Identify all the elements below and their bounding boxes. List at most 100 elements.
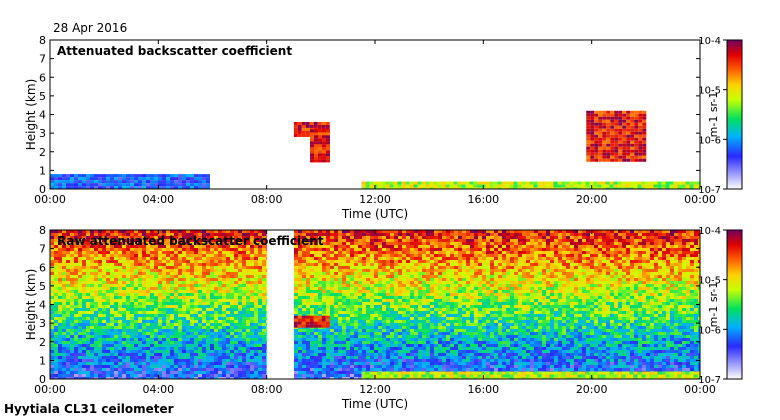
heatmap-cell bbox=[310, 230, 314, 233]
heatmap-cell bbox=[102, 284, 106, 287]
heatmap-cell bbox=[162, 371, 166, 374]
heatmap-cell bbox=[110, 308, 114, 311]
heatmap-cell bbox=[334, 329, 338, 332]
heatmap-cell bbox=[210, 290, 214, 293]
heatmap-cell bbox=[294, 275, 298, 278]
heatmap-cell bbox=[318, 287, 322, 290]
heatmap-cell bbox=[182, 317, 186, 320]
heatmap-cell bbox=[90, 236, 94, 239]
heatmap-cell bbox=[390, 263, 394, 266]
heatmap-cell bbox=[322, 347, 326, 350]
heatmap-cell bbox=[166, 281, 170, 284]
heatmap-cell bbox=[74, 251, 78, 254]
heatmap-cell bbox=[154, 359, 158, 362]
heatmap-cell bbox=[114, 290, 118, 293]
heatmap-cell bbox=[302, 290, 306, 293]
heatmap-cell bbox=[146, 341, 150, 344]
heatmap-cell bbox=[102, 263, 106, 266]
heatmap-cell bbox=[298, 365, 302, 368]
heatmap-cell bbox=[326, 269, 330, 272]
heatmap-cell bbox=[598, 131, 603, 135]
heatmap-cell bbox=[74, 254, 78, 257]
heatmap-cell bbox=[394, 323, 398, 326]
heatmap-cell bbox=[198, 248, 202, 251]
heatmap-cell bbox=[298, 275, 302, 278]
heatmap-cell bbox=[178, 233, 182, 236]
heatmap-cell bbox=[394, 302, 398, 305]
heatmap-cell bbox=[354, 344, 358, 347]
heatmap-cell bbox=[146, 269, 150, 272]
heatmap-cell bbox=[122, 365, 126, 368]
heatmap-cell bbox=[62, 287, 66, 290]
heatmap-cell bbox=[74, 296, 78, 299]
heatmap-cell bbox=[206, 347, 210, 350]
heatmap-cell bbox=[98, 245, 102, 248]
heatmap-cell bbox=[202, 296, 206, 299]
heatmap-cell bbox=[102, 362, 106, 365]
heatmap-cell bbox=[146, 248, 150, 251]
heatmap-cell bbox=[182, 278, 186, 281]
heatmap-cell bbox=[90, 269, 94, 272]
heatmap-cell bbox=[190, 374, 194, 377]
heatmap-cell bbox=[178, 242, 182, 245]
heatmap-cell bbox=[258, 377, 262, 379]
heatmap-cell bbox=[118, 266, 122, 269]
heatmap-cell bbox=[294, 287, 298, 290]
heatmap-cell bbox=[142, 350, 146, 353]
heatmap-cell bbox=[242, 263, 246, 266]
heatmap-cell bbox=[318, 245, 322, 248]
heatmap-cell bbox=[102, 186, 106, 189]
heatmap-cell bbox=[350, 371, 354, 374]
heatmap-cell bbox=[298, 371, 302, 374]
heatmap-cell bbox=[222, 344, 226, 347]
heatmap-cell bbox=[302, 278, 306, 281]
heatmap-cell bbox=[342, 371, 346, 374]
heatmap-cell bbox=[302, 230, 306, 233]
heatmap-cell bbox=[382, 278, 386, 281]
heatmap-cell bbox=[398, 233, 402, 236]
heatmap-cell bbox=[110, 236, 114, 239]
heatmap-cell bbox=[234, 314, 238, 317]
heatmap-cell bbox=[102, 260, 106, 263]
heatmap-cell bbox=[230, 287, 234, 290]
heatmap-cell bbox=[310, 233, 314, 236]
heatmap-cell bbox=[74, 263, 78, 266]
heatmap-cell bbox=[437, 181, 442, 185]
heatmap-cell bbox=[322, 314, 326, 317]
heatmap-cell bbox=[114, 320, 118, 323]
heatmap-cell bbox=[90, 344, 94, 347]
heatmap-cell bbox=[146, 359, 150, 362]
heatmap-cell bbox=[350, 329, 354, 332]
heatmap-cell bbox=[394, 275, 398, 278]
heatmap-cell bbox=[54, 263, 58, 266]
heatmap-cell bbox=[325, 121, 330, 125]
heatmap-cell bbox=[314, 287, 318, 290]
heatmap-cell bbox=[549, 184, 554, 188]
heatmap-cell bbox=[210, 335, 214, 338]
heatmap-cell bbox=[230, 326, 234, 329]
heatmap-cell bbox=[206, 374, 210, 377]
heatmap-cell bbox=[178, 230, 182, 233]
heatmap-cell bbox=[254, 230, 258, 233]
heatmap-cell bbox=[358, 332, 362, 335]
heatmap-cell bbox=[166, 317, 170, 320]
heatmap-cell bbox=[194, 245, 198, 248]
heatmap-cell bbox=[142, 296, 146, 299]
heatmap-cell bbox=[386, 275, 390, 278]
heatmap-cell bbox=[210, 302, 214, 305]
heatmap-cell bbox=[354, 272, 358, 275]
heatmap-cell bbox=[362, 230, 366, 233]
heatmap-cell bbox=[226, 269, 230, 272]
heatmap-cell bbox=[306, 257, 310, 260]
heatmap-cell bbox=[634, 116, 639, 120]
heatmap-cell bbox=[318, 353, 322, 356]
heatmap-cell bbox=[485, 181, 490, 185]
heatmap-cell bbox=[322, 257, 326, 260]
heatmap-cell bbox=[54, 353, 58, 356]
heatmap-cell bbox=[194, 353, 198, 356]
heatmap-cell bbox=[134, 296, 138, 299]
heatmap-cell bbox=[222, 320, 226, 323]
heatmap-cell bbox=[114, 293, 118, 296]
heatmap-cell bbox=[214, 245, 218, 248]
heatmap-cell bbox=[250, 257, 254, 260]
